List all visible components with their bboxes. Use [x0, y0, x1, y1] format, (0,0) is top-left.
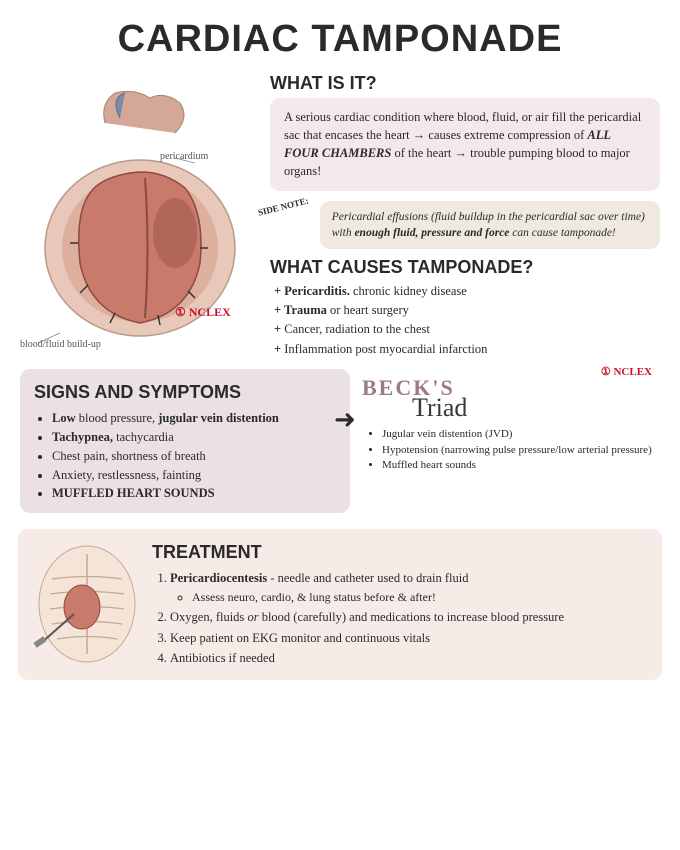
side-note-label: SIDE NOTE:: [257, 195, 319, 254]
cause-item: Inflammation post myocardial infarction: [274, 340, 660, 359]
arrow-icon: →: [455, 146, 468, 160]
treatment-content: TREATMENT Pericardiocentesis - needle an…: [152, 539, 648, 670]
side-note-box: Pericardial effusions (fluid buildup in …: [320, 201, 660, 249]
blood-fluid-label: blood/fluid build-up: [20, 339, 101, 350]
side-note-row: SIDE NOTE: Pericardial effusions (fluid …: [270, 201, 660, 249]
treatment-item: Oxygen, fluids or blood (carefully) and …: [170, 608, 648, 627]
treatment-item: Antibiotics if needed: [170, 649, 648, 668]
what-text-2: causes extreme compression of: [428, 128, 587, 142]
treatment-sub: Assess neuro, cardio, & lung status befo…: [192, 588, 648, 606]
nclex-badge: ① NCLEX: [601, 365, 652, 378]
cause-item: Cancer, radiation to the chest: [274, 320, 660, 339]
main-title: CARDIAC TAMPONADE: [0, 0, 680, 73]
treatment-item: Pericardiocentesis - needle and catheter…: [170, 569, 648, 606]
heart-diagram-area: pericardium blood/fluid build-up ① NCLEX: [20, 73, 260, 359]
signs-heading: SIGNS AND SYMPTOMS: [34, 379, 336, 405]
treatment-heading: TREATMENT: [152, 539, 648, 565]
side-note-b1: enough fluid, pressure and force: [354, 227, 509, 239]
arrow-right-icon: ➜: [334, 405, 356, 435]
what-is-it-heading: WHAT IS IT?: [270, 73, 660, 94]
cause-item: Trauma or heart surgery: [274, 301, 660, 320]
becks-list: Jugular vein distention (JVD) Hypotensio…: [362, 427, 660, 473]
becks-item: Muffled heart sounds: [382, 458, 660, 473]
becks-item: Hypotension (narrowing pulse pressure/lo…: [382, 443, 660, 458]
nclex-badge: ① NCLEX: [175, 305, 231, 320]
pericardium-label: pericardium: [160, 151, 208, 162]
treatment-list: Pericardiocentesis - needle and catheter…: [152, 569, 648, 668]
sign-item: Tachypnea, tachycardia: [52, 428, 336, 447]
treatment-section: TREATMENT Pericardiocentesis - needle an…: [18, 529, 662, 680]
arrow-icon: →: [413, 128, 426, 142]
right-column: WHAT IS IT? A serious cardiac condition …: [270, 73, 660, 359]
becks-script: Triad: [412, 393, 660, 423]
becks-item: Jugular vein distention (JVD): [382, 427, 660, 442]
becks-triad-area: ① NCLEX ➜ BECK'S Triad Jugular vein dist…: [362, 369, 660, 473]
signs-list: Low blood pressure, jugular vein distent…: [34, 409, 336, 503]
signs-box: SIGNS AND SYMPTOMS Low blood pressure, j…: [20, 369, 350, 513]
sign-item: Low blood pressure, jugular vein distent…: [52, 409, 336, 428]
causes-list: Pericarditis. chronic kidney disease Tra…: [270, 282, 660, 360]
side-note-t2: can cause tamponade!: [512, 227, 615, 239]
causes-heading: WHAT CAUSES TAMPONADE?: [270, 257, 660, 278]
top-section: pericardium blood/fluid build-up ① NCLEX…: [0, 73, 680, 359]
side-note-em: Pericardial effusions: [332, 211, 428, 223]
treatment-item: Keep patient on EKG monitor and continuo…: [170, 629, 648, 648]
cause-item: Pericarditis. chronic kidney disease: [274, 282, 660, 301]
mid-section: SIGNS AND SYMPTOMS Low blood pressure, j…: [0, 359, 680, 521]
what-is-it-box: A serious cardiac condition where blood,…: [270, 98, 660, 191]
sign-item: Anxiety, restlessness, fainting: [52, 466, 336, 485]
chest-illustration: [32, 539, 142, 669]
what-text-3: of the heart: [394, 146, 454, 160]
sign-item: Chest pain, shortness of breath: [52, 447, 336, 466]
sign-item: MUFFLED HEART SOUNDS: [52, 484, 336, 503]
